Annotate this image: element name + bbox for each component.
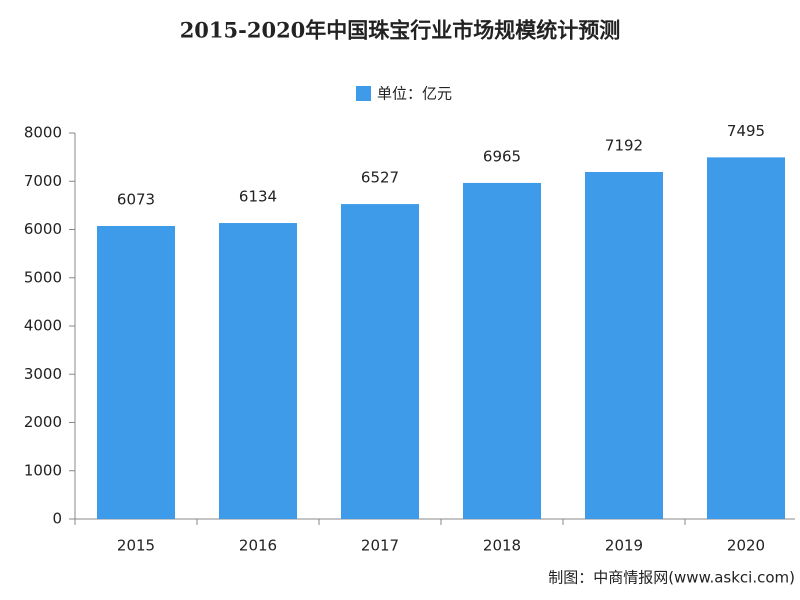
y-tick-label: 5000 xyxy=(24,268,62,286)
x-tick-label: 2016 xyxy=(239,537,277,555)
y-tick-label: 7000 xyxy=(24,172,62,190)
legend-swatch xyxy=(356,86,371,101)
y-tick-label: 6000 xyxy=(24,220,62,238)
chart-title: 2015-2020年中国珠宝行业市场规模统计预测 xyxy=(180,18,621,43)
bar xyxy=(97,225,175,519)
legend-label: 单位：亿元 xyxy=(377,85,452,103)
bar xyxy=(585,171,663,519)
x-tick-label: 2015 xyxy=(117,537,155,555)
x-tick-label: 2020 xyxy=(727,537,765,555)
data-label: 6965 xyxy=(483,147,521,165)
y-tick-label: 2000 xyxy=(24,413,62,431)
bar xyxy=(341,204,419,519)
bar xyxy=(707,157,785,519)
bar xyxy=(463,182,541,519)
x-tick-label: 2019 xyxy=(605,537,643,555)
x-tick-label: 2017 xyxy=(361,537,399,555)
data-label: 6073 xyxy=(117,190,155,208)
y-tick-label: 0 xyxy=(52,510,62,528)
y-tick-label: 3000 xyxy=(24,365,62,383)
bar xyxy=(219,223,297,520)
y-tick-label: 8000 xyxy=(24,124,62,142)
data-label: 6134 xyxy=(239,188,277,206)
y-tick-label: 4000 xyxy=(24,317,62,335)
y-tick-label: 1000 xyxy=(24,461,62,479)
data-label: 7495 xyxy=(727,122,765,140)
data-label: 7192 xyxy=(605,136,643,154)
data-label: 6527 xyxy=(361,169,399,187)
source-note: 制图：中商情报网(www.askci.com) xyxy=(548,569,795,587)
x-tick-label: 2018 xyxy=(483,537,521,555)
